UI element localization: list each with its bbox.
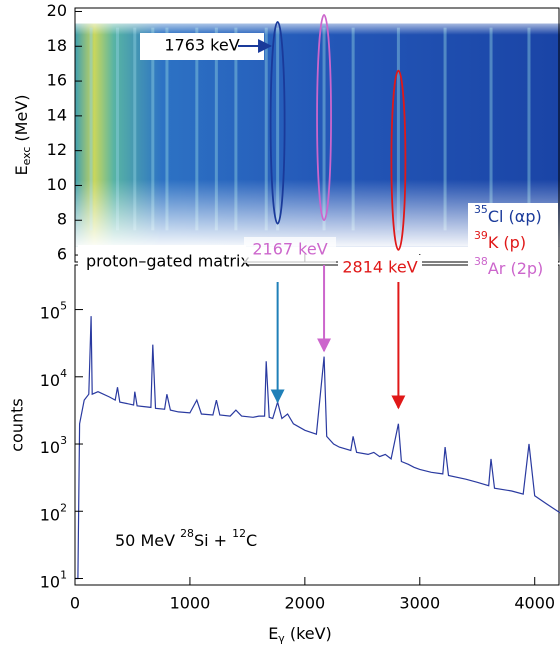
x-axis-label-part: (keV) xyxy=(285,624,332,643)
annotation-label-box xyxy=(244,237,336,263)
y-tick-label: 16 xyxy=(47,71,67,90)
spectrum-line xyxy=(75,316,560,580)
annotation-label-box xyxy=(338,255,422,281)
annotation-ellipse xyxy=(269,21,286,225)
panel-frame xyxy=(74,264,560,586)
x-axis-label-part: γ xyxy=(278,632,285,645)
annotation-ellipse xyxy=(316,14,332,222)
y-tick-label-part: 10 xyxy=(40,505,60,524)
y-tick-label-part: 2 xyxy=(60,501,67,514)
reaction-label-part: 12 xyxy=(232,527,246,540)
y-tick-label: 8 xyxy=(57,210,67,229)
x-tick-label: 0 xyxy=(70,594,80,613)
x-axis-label: Eγ (keV) xyxy=(268,624,332,646)
y-tick-label: 6 xyxy=(57,245,67,264)
legend-entry-part: 38 xyxy=(474,255,488,268)
y-tick-label: 10 xyxy=(47,175,67,194)
y-tick-label: 105 xyxy=(40,300,67,323)
y-tick-label: 20 xyxy=(47,1,67,20)
annotation-label: 2814 keV xyxy=(342,258,417,277)
reaction-label-part: Si + xyxy=(194,531,232,550)
y-tick-label: 14 xyxy=(47,105,67,124)
y-tick-label-part: 10 xyxy=(40,303,60,322)
y-axis-label-part: E xyxy=(12,165,31,175)
y-tick-label-part: 5 xyxy=(60,300,67,313)
y-tick-label: 12 xyxy=(47,140,67,159)
legend-entry-part: 39 xyxy=(474,229,488,242)
legend-entry-part: K (p) xyxy=(488,233,526,252)
y-tick-label-part: 10 xyxy=(40,572,60,591)
x-tick-label: 4000 xyxy=(514,594,555,613)
y-axis-label: Eexc (MeV) xyxy=(12,94,34,175)
y-tick-label-part: 10 xyxy=(40,370,60,389)
annotation-label: 2167 keV xyxy=(252,240,327,259)
y-axis-label-part: (MeV) xyxy=(12,94,31,146)
matrix-label: proton–gated matrix xyxy=(86,252,250,271)
legend-entry: 38Ar (2p) xyxy=(474,255,543,278)
reaction-label-part: 28 xyxy=(180,527,194,540)
matrix-label-box xyxy=(78,245,246,277)
y-tick-label: 101 xyxy=(40,568,67,591)
y-axis-label: counts xyxy=(8,398,27,451)
legend-entry-part: Cl (αp) xyxy=(488,207,542,226)
y-tick-label-part: 4 xyxy=(60,367,67,380)
y-tick-label: 102 xyxy=(40,501,67,524)
annotation-ellipse xyxy=(390,69,407,251)
legend-box xyxy=(468,203,558,282)
y-tick-label: 103 xyxy=(40,434,67,457)
y-tick-label: 104 xyxy=(40,367,67,390)
y-axis-label-part: exc xyxy=(20,147,33,166)
legend-entry-part: Ar (2p) xyxy=(488,259,543,278)
y-tick-label-part: 10 xyxy=(40,438,60,457)
legend-entry-part: 35 xyxy=(474,203,488,216)
legend-entry: 35Cl (αp) xyxy=(474,203,542,226)
reaction-label-part: 50 MeV xyxy=(115,531,180,550)
x-axis-label-part: E xyxy=(268,624,278,643)
annotation-label: 1763 keV xyxy=(164,36,239,55)
x-tick-label: 1000 xyxy=(170,594,211,613)
reaction-label-part: C xyxy=(246,531,257,550)
x-tick-label: 2000 xyxy=(284,594,325,613)
y-tick-label: 18 xyxy=(47,36,67,55)
x-tick-label: 3000 xyxy=(399,594,440,613)
y-tick-label-part: 1 xyxy=(60,568,67,581)
reaction-label: 50 MeV 28Si + 12C xyxy=(115,527,257,550)
legend-entry: 39K (p) xyxy=(474,229,526,252)
y-tick-label-part: 3 xyxy=(60,434,67,447)
